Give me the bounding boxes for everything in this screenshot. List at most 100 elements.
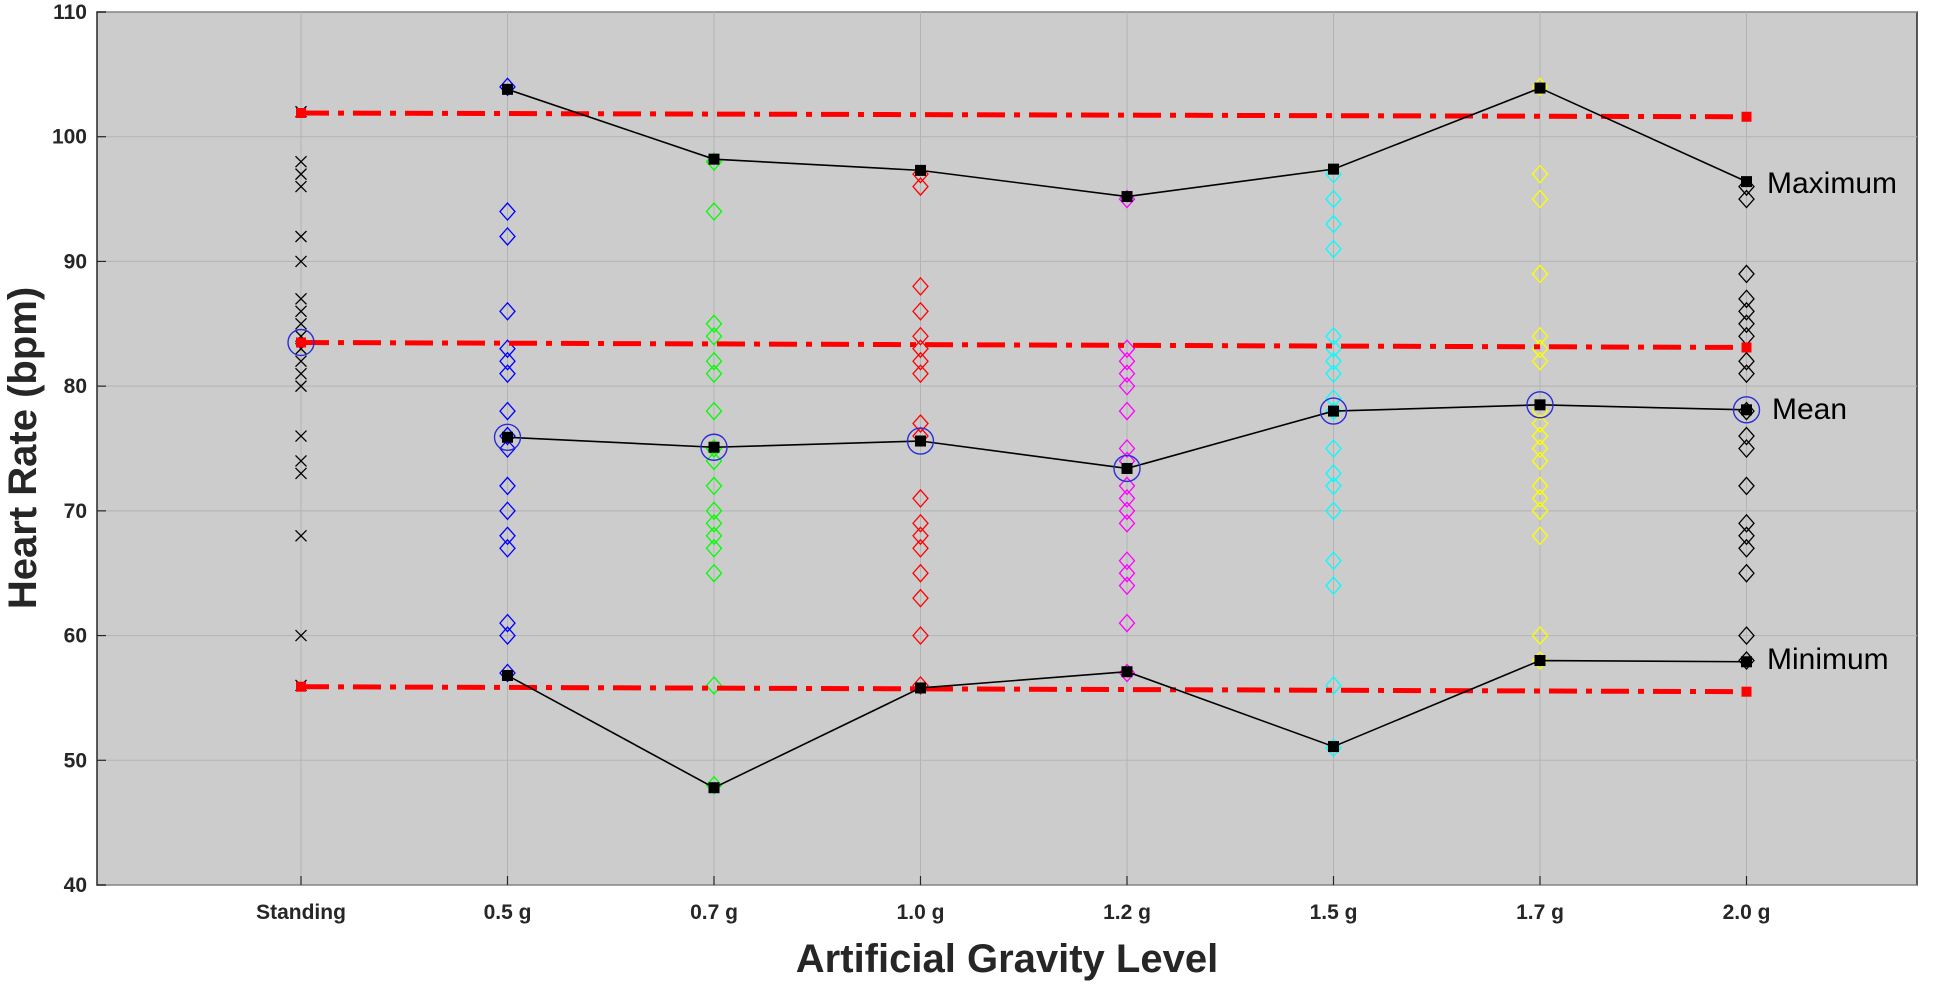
data-point-diamond — [705, 476, 723, 496]
data-point-diamond — [1325, 326, 1342, 346]
series-point-maximum — [708, 153, 720, 165]
data-point-diamond — [912, 488, 929, 508]
data-point-diamond — [1531, 414, 1549, 434]
data-point-x — [295, 155, 307, 168]
series-point-maximum — [1121, 191, 1133, 203]
data-point-diamond — [705, 202, 723, 222]
data-point-diamond — [1325, 576, 1342, 596]
data-point-diamond — [912, 513, 929, 533]
data-point-diamond — [499, 526, 516, 546]
data-point-diamond — [1118, 476, 1136, 496]
data-point-x — [295, 255, 307, 268]
series-point-mean — [1121, 462, 1133, 474]
plot-background — [96, 11, 1918, 886]
series-point-mean — [502, 431, 513, 443]
data-point-diamond — [1531, 476, 1549, 496]
data-point-x — [295, 467, 307, 480]
data-point-diamond — [499, 351, 516, 371]
data-point-diamond — [912, 364, 929, 384]
data-point-diamond — [912, 276, 929, 296]
data-point-diamond — [1325, 501, 1342, 521]
series-minimum — [502, 655, 1752, 794]
y-tick-label-80: 80 — [64, 375, 87, 398]
series-point-minimum — [1121, 666, 1133, 678]
data-point-diamond — [1531, 439, 1549, 458]
data-point-diamond — [912, 563, 929, 583]
data-point-x — [295, 455, 307, 467]
data-point-diamond — [912, 326, 929, 346]
series-point-mean — [915, 435, 926, 447]
data-point-diamond — [1325, 463, 1342, 483]
data-point-diamond — [1531, 626, 1549, 646]
x-tick-label-2-0-g: 2.0 g — [1723, 901, 1771, 924]
data-point-diamond — [705, 526, 723, 546]
reference-line-mean — [300, 339, 1747, 350]
series-point-minimum — [1328, 741, 1339, 753]
data-point-diamond — [1118, 488, 1136, 508]
data-point-x — [295, 355, 307, 368]
mean-circle — [700, 433, 728, 461]
annotation-maximum: Maximum — [1767, 167, 1897, 200]
series-point-maximum — [915, 164, 926, 176]
data-point-diamond — [705, 401, 723, 421]
data-point-diamond — [1118, 401, 1136, 421]
reference-marker-end-maximum — [1741, 111, 1752, 122]
points-0-5-g — [499, 77, 516, 683]
mean-circle — [1526, 391, 1554, 419]
data-point-x — [295, 380, 307, 393]
data-point-diamond — [705, 513, 723, 533]
data-point-diamond — [1325, 439, 1342, 458]
reference-marker-start-mean — [296, 337, 306, 348]
data-point-x — [295, 305, 307, 318]
x-tick-label-0-5-g: 0.5 g — [484, 901, 532, 924]
data-point-x — [295, 367, 307, 380]
mean-circle — [906, 427, 935, 455]
series-point-mean — [708, 441, 720, 453]
data-point-diamond — [1738, 189, 1755, 209]
data-point-x — [295, 230, 307, 243]
data-point-diamond — [1738, 626, 1755, 646]
x-tick-label-1-2-g: 1.2 g — [1103, 901, 1151, 924]
series-point-mean — [1534, 399, 1546, 411]
data-point-x — [295, 430, 307, 442]
data-point-diamond — [499, 227, 516, 246]
data-point-diamond — [1531, 426, 1549, 446]
data-point-diamond — [1118, 513, 1136, 533]
data-point-diamond — [705, 364, 723, 384]
reference-lines — [296, 108, 1752, 697]
mean-circle-standing — [287, 328, 315, 357]
data-point-diamond — [1738, 314, 1755, 334]
mean-circle — [1113, 454, 1141, 483]
series-mean — [287, 328, 1761, 483]
series-point-minimum — [502, 669, 513, 681]
series-point-maximum — [502, 83, 513, 95]
data-point-diamond — [1118, 563, 1136, 583]
data-point-diamond — [499, 364, 516, 384]
data-point-diamond — [1118, 613, 1136, 633]
data-point-diamond — [1531, 488, 1549, 508]
data-point-diamond — [499, 626, 516, 646]
data-point-diamond — [1738, 563, 1755, 583]
data-point-diamond — [499, 613, 516, 633]
mean-circle — [1319, 397, 1348, 425]
data-point-diamond — [1738, 513, 1755, 533]
data-point-diamond — [499, 401, 516, 421]
data-point-diamond — [912, 301, 929, 321]
data-point-diamond — [1325, 351, 1342, 371]
data-point-diamond — [705, 538, 723, 558]
data-point-diamond — [499, 339, 516, 359]
data-point-diamond — [705, 563, 723, 583]
x-tick-label-1-7-g: 1.7 g — [1516, 901, 1564, 924]
data-point-diamond — [705, 675, 723, 695]
y-tick-label-110: 110 — [53, 1, 87, 24]
series-point-minimum — [1534, 655, 1546, 667]
data-point-diamond — [1738, 301, 1755, 321]
data-point-x — [295, 529, 307, 542]
data-point-diamond — [1325, 551, 1342, 571]
data-point-diamond — [499, 538, 516, 558]
data-point-diamond — [1738, 526, 1755, 546]
y-axis-ticks: 40 50 60 70 80 90 100 110 — [52, 1, 106, 897]
reference-marker-end-mean — [1741, 342, 1752, 353]
data-point-diamond — [1118, 376, 1136, 396]
